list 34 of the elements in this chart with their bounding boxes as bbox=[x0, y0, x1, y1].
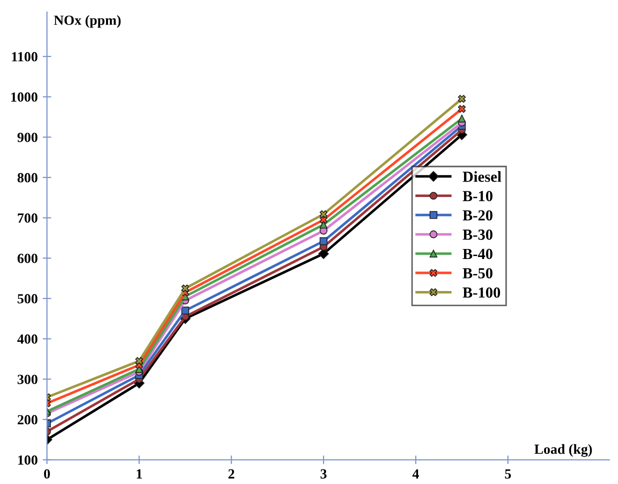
legend-label: B-40 bbox=[462, 248, 492, 260]
x-tick-label: 1 bbox=[136, 469, 142, 478]
x-tick-label: 2 bbox=[228, 469, 234, 478]
point bbox=[320, 237, 328, 246]
point bbox=[458, 94, 466, 103]
point bbox=[458, 105, 466, 113]
legend-label: B-50 bbox=[462, 268, 492, 278]
y-tick-label: 400 bbox=[17, 334, 38, 344]
x-tick-label: 0 bbox=[44, 469, 50, 479]
y-tick-label: 500 bbox=[18, 294, 38, 304]
legend-label: B-30 bbox=[462, 230, 492, 240]
x-tick-label: 5 bbox=[505, 469, 511, 479]
y-tick-label: 1000 bbox=[11, 92, 38, 102]
legend-label: B-20 bbox=[462, 210, 492, 221]
y-tick-label: 1100 bbox=[12, 52, 38, 62]
x-tick-label: 4 bbox=[412, 469, 419, 478]
y-tick-label: 700 bbox=[18, 213, 38, 223]
legend-label: B-100 bbox=[462, 287, 500, 298]
x-tick-label: 3 bbox=[320, 469, 327, 479]
y-tick-label: 900 bbox=[17, 132, 38, 142]
y-tick-label: 800 bbox=[18, 173, 38, 182]
point bbox=[135, 357, 144, 365]
x-axis-title: Load (kg) bbox=[534, 444, 592, 457]
legend-label: Diesel bbox=[462, 171, 502, 182]
y-tick-label: 100 bbox=[18, 455, 38, 465]
y-axis-title: NOx (ppm) bbox=[54, 15, 121, 28]
point bbox=[181, 284, 190, 292]
legend-label: B-10 bbox=[462, 190, 492, 202]
point bbox=[320, 210, 328, 218]
point bbox=[181, 306, 190, 314]
y-tick-label: 300 bbox=[18, 374, 38, 384]
y-tick-label: 600 bbox=[18, 254, 38, 264]
point bbox=[458, 114, 466, 122]
y-tick-label: 200 bbox=[18, 415, 38, 424]
